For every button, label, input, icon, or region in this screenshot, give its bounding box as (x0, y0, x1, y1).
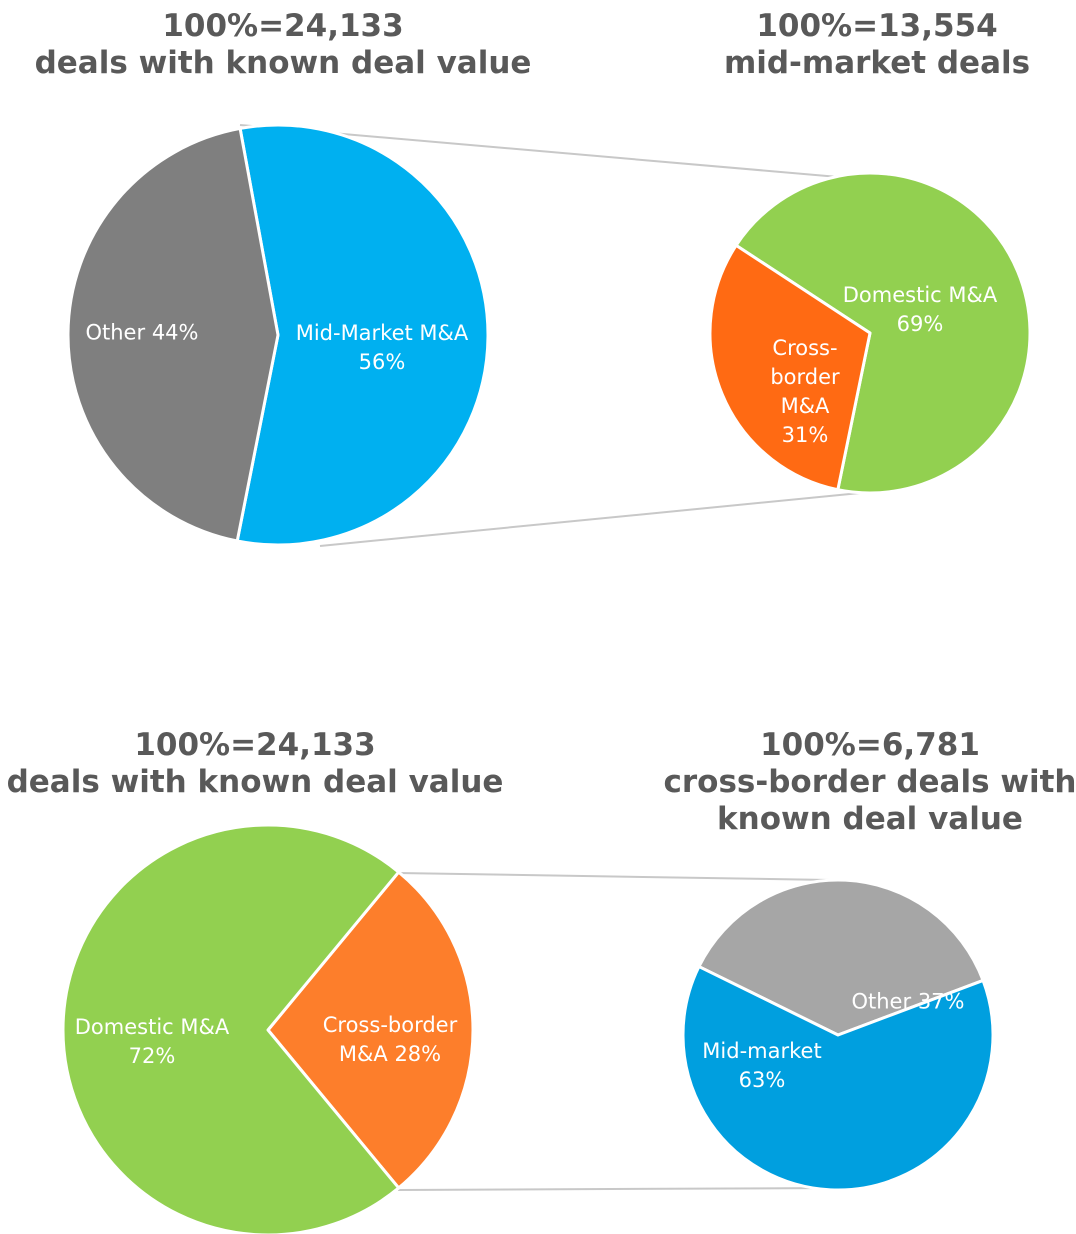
value-label: 37% (917, 989, 965, 1014)
value-label: 31% (781, 423, 829, 447)
slice-label: Mid-market 63% (677, 1037, 847, 1095)
category-label: Domestic M&A (74, 1015, 230, 1039)
value-label: 69% (896, 312, 944, 336)
slice-label: Other 44% (62, 319, 222, 348)
slice-label: Cross-border M&A 31% (760, 334, 850, 450)
slice-label: Domestic M&A 69% (820, 281, 1020, 339)
slice-label: Mid-Market M&A 56% (272, 319, 492, 377)
category-label: Cross-border M&A (322, 1013, 458, 1066)
value-label: 56% (358, 350, 406, 374)
pie-slice (66, 126, 280, 543)
slice-label: Other 37% (828, 988, 988, 1017)
title-line: known deal value (717, 801, 1023, 837)
title-line: deals with known deal value (34, 45, 532, 81)
pie-slice (734, 171, 1032, 495)
chart-title: 100%=13,554 mid-market deals (724, 8, 1030, 82)
chart-title: 100%=24,133 deals with known deal value (35, 8, 532, 82)
value-label: 63% (738, 1068, 786, 1092)
category-label: Mid-Market M&A (295, 321, 469, 345)
chart-title: 100%=24,133 deals with known deal value (7, 727, 504, 801)
pie-slice (681, 965, 995, 1192)
slice-label: Cross-border M&A 28% (305, 1011, 475, 1069)
pie-slice (708, 243, 872, 492)
slice-label: Domestic M&A 72% (52, 1013, 252, 1071)
connector (397, 1187, 841, 1191)
title-line: cross-border deals with (663, 764, 1076, 800)
category-label: Other (85, 320, 146, 345)
pie-slice (266, 870, 475, 1190)
pie-slice (235, 123, 490, 547)
chart-title: 100%=6,781 cross-border deals with known d… (664, 727, 1076, 838)
title-line: 100%=6,781 (760, 727, 980, 763)
category-label: Other (851, 989, 912, 1014)
category-label: Domestic M&A (842, 283, 998, 307)
pie-slice (697, 878, 985, 1037)
title-line: 100%=13,554 (756, 8, 998, 44)
category-label: Cross-border M&A (770, 336, 840, 418)
value-label: 44% (151, 320, 199, 345)
value-label: 72% (128, 1044, 176, 1068)
title-line: 100%=24,133 (134, 727, 376, 763)
title-line: 100%=24,133 (162, 8, 404, 44)
title-line: deals with known deal value (6, 764, 504, 800)
pie-slice (61, 823, 401, 1234)
category-label: Mid-market (702, 1039, 822, 1063)
connector (319, 492, 861, 547)
title-line: mid-market deals (723, 45, 1031, 81)
connector (397, 872, 831, 881)
value-label: 28% (394, 1042, 442, 1066)
